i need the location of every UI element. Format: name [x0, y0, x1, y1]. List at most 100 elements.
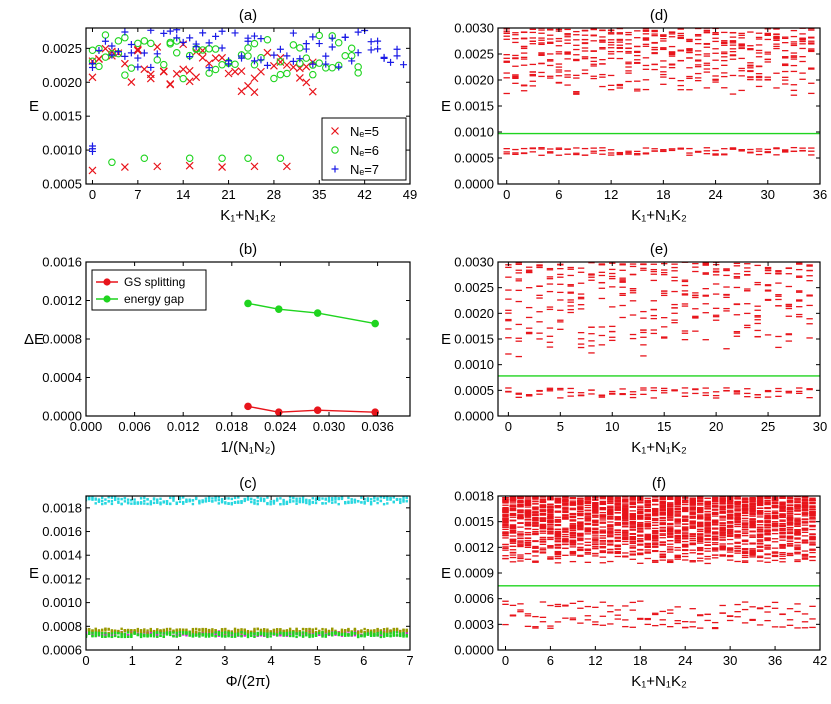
- band-point: [405, 633, 408, 637]
- y-tick-label: 0.0020: [454, 306, 494, 321]
- band-point: [88, 632, 91, 635]
- band-point: [101, 633, 104, 636]
- x-tick-label: 20: [709, 419, 723, 434]
- band-point: [243, 628, 246, 632]
- band-point: [194, 634, 198, 637]
- band-point: [220, 630, 224, 633]
- band-point: [266, 630, 269, 633]
- band-point: [88, 497, 91, 501]
- marker-x: [269, 61, 278, 70]
- band-point: [101, 628, 104, 632]
- band-point: [373, 633, 376, 636]
- band-point: [285, 629, 289, 632]
- band-point: [152, 501, 156, 505]
- band-point: [311, 635, 314, 638]
- marker-plus: [121, 52, 129, 60]
- band-point: [201, 627, 204, 631]
- band-point: [353, 501, 357, 504]
- x-axis-label: K₁+N₁K₂: [631, 207, 687, 224]
- band-point: [402, 500, 405, 503]
- marker-plus: [108, 51, 116, 59]
- band-point: [266, 628, 269, 631]
- band-point: [353, 498, 357, 502]
- band-point: [110, 629, 114, 632]
- y-tick-label: 0.0010: [42, 143, 82, 158]
- band-point: [402, 498, 405, 502]
- band-point: [123, 635, 127, 639]
- band-point: [130, 633, 133, 636]
- y-tick-label: 0.0012: [42, 571, 82, 586]
- band-point: [334, 498, 337, 501]
- x-tick-label: 35: [312, 187, 326, 202]
- x-tick-label: 18: [656, 187, 670, 202]
- marker-x: [179, 65, 188, 74]
- band-point: [143, 496, 146, 499]
- band-point: [344, 632, 347, 635]
- marker-plus: [250, 32, 258, 40]
- band-point: [152, 631, 156, 635]
- marker-x: [133, 45, 142, 54]
- x-tick-label: 0: [503, 187, 510, 202]
- band-point: [101, 502, 104, 506]
- marker-x: [153, 162, 162, 171]
- marker-x: [185, 77, 194, 86]
- band-point: [104, 634, 107, 637]
- band-point: [259, 628, 263, 632]
- band-point: [178, 500, 182, 503]
- band-point: [224, 501, 227, 504]
- band-point: [298, 631, 302, 635]
- band-point: [344, 629, 347, 632]
- panel-label: (d): [650, 7, 668, 24]
- band-point: [159, 497, 162, 500]
- band-point: [389, 496, 392, 500]
- band-point: [101, 635, 104, 638]
- band-point: [369, 631, 373, 634]
- band-point: [256, 633, 259, 636]
- band-point: [123, 500, 127, 503]
- band-point: [350, 501, 353, 504]
- band-point: [353, 632, 357, 635]
- band-point: [263, 632, 266, 635]
- band-point: [369, 634, 373, 637]
- band-point: [162, 635, 165, 639]
- band-point: [217, 496, 221, 499]
- band-point: [120, 627, 123, 631]
- band-point: [259, 497, 263, 500]
- band-point: [123, 634, 127, 637]
- band-point: [373, 629, 376, 632]
- band-point: [104, 629, 107, 632]
- band-point: [146, 633, 149, 637]
- panel-d: 0 6 12 18 24 30 36 0.0000 0.0005 0.0010 0.0015 0.00…: [441, 7, 827, 224]
- plot-area-d: [498, 28, 820, 156]
- band-point: [279, 632, 282, 635]
- marker-plus: [160, 29, 168, 37]
- band-point: [305, 627, 308, 631]
- band-point: [86, 632, 88, 635]
- marker-x: [231, 67, 239, 76]
- legend-label: Nₑ=6: [350, 143, 379, 158]
- band-point: [311, 501, 314, 504]
- band-point: [110, 634, 114, 637]
- band-point: [191, 631, 195, 634]
- band-point: [136, 501, 140, 505]
- band-point: [94, 628, 97, 631]
- series-point: [313, 309, 322, 317]
- marker-o: [276, 154, 285, 162]
- band-point: [139, 631, 143, 634]
- marker-o: [315, 59, 324, 67]
- legend-marker: [103, 278, 111, 286]
- marker-plus: [367, 46, 375, 54]
- band-point: [288, 627, 292, 631]
- band-point: [321, 635, 324, 638]
- band-point: [130, 631, 133, 635]
- band-point: [392, 628, 395, 632]
- band-point: [405, 635, 408, 638]
- band-point: [386, 496, 389, 499]
- band-point: [350, 633, 353, 637]
- marker-x: [88, 73, 97, 82]
- y-tick-label: 0.0006: [42, 643, 82, 658]
- axes-frame: [85, 27, 411, 185]
- band-point: [292, 500, 295, 503]
- band-point: [344, 634, 347, 637]
- marker-plus: [166, 28, 174, 35]
